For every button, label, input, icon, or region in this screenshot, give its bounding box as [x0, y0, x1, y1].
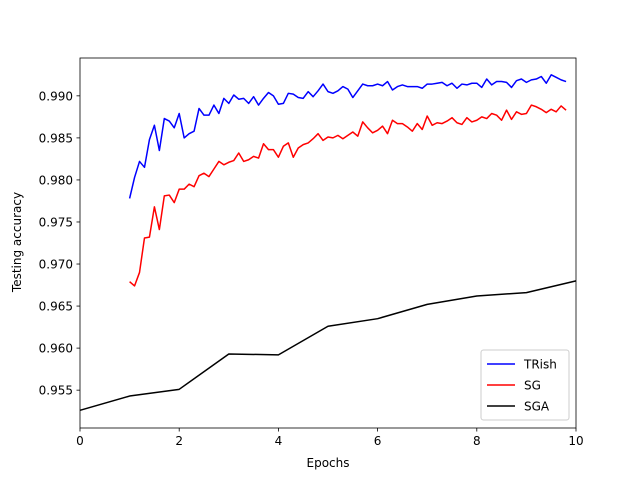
ticks-layer: 0 2 4 6 8 10 0.955 0.960 0.965 0.970 0.975 0.980 0.9…	[39, 89, 584, 448]
axes-layer	[79, 57, 577, 429]
legend-label-sg: SG	[524, 379, 541, 393]
y-tick-label: 0.990	[39, 89, 73, 103]
y-tick-label: 0.960	[39, 342, 73, 356]
x-tick-label: 10	[568, 434, 583, 448]
series-line-trish	[128, 74, 567, 199]
legend: TRish SG SGA	[480, 349, 570, 421]
legend-box	[480, 349, 570, 421]
plot-frame	[79, 57, 577, 429]
x-tick-label: 8	[473, 434, 481, 448]
y-tick-label: 0.975	[39, 215, 73, 229]
x-axis-label: Epochs	[307, 456, 350, 470]
x-tick-label: 4	[275, 434, 283, 448]
y-tick-label: 0.965	[39, 300, 73, 314]
series-layer	[79, 74, 577, 412]
x-tick-label: 0	[76, 434, 84, 448]
legend-label-sga: SGA	[524, 400, 550, 414]
y-tick-label: 0.970	[39, 258, 73, 272]
series-line-sg	[129, 104, 567, 287]
y-tick-label: 0.955	[39, 384, 73, 398]
y-tick-label: 0.980	[39, 173, 73, 187]
legend-label-trish: TRish	[523, 358, 557, 372]
y-axis-label: Testing accuracy	[10, 192, 24, 293]
y-tick-label: 0.985	[39, 131, 73, 145]
series-line-sga	[79, 280, 577, 412]
x-tick-label: 2	[175, 434, 183, 448]
x-tick-label: 6	[374, 434, 382, 448]
